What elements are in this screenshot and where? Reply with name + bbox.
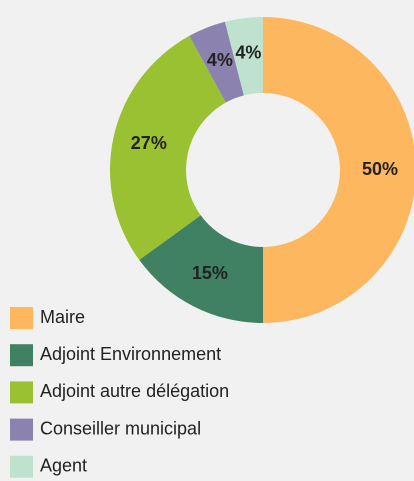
legend-label: Agent: [40, 456, 87, 476]
slice: [189, 21, 244, 103]
legend-label: Adjoint autre délégation: [40, 381, 229, 401]
slice: [139, 215, 263, 323]
slice-label: 15%: [192, 263, 228, 283]
legend-swatch: [10, 381, 33, 404]
slice: [224, 17, 263, 96]
legend-swatch: [10, 344, 33, 367]
slice-label: 4%: [235, 43, 261, 63]
slice: [109, 35, 226, 260]
legend-swatch: [10, 455, 33, 478]
slice-label: 27%: [131, 133, 167, 153]
legend-label: Adjoint Environnement: [40, 344, 221, 364]
legend-swatch: [10, 307, 33, 329]
legend-swatch: [10, 418, 33, 441]
slice-label: 4%: [207, 50, 233, 70]
legend-label: Conseiller municipal: [40, 418, 201, 438]
slice: [263, 17, 414, 323]
legend-label: Maire: [40, 307, 85, 327]
slice-label: 50%: [362, 159, 398, 179]
